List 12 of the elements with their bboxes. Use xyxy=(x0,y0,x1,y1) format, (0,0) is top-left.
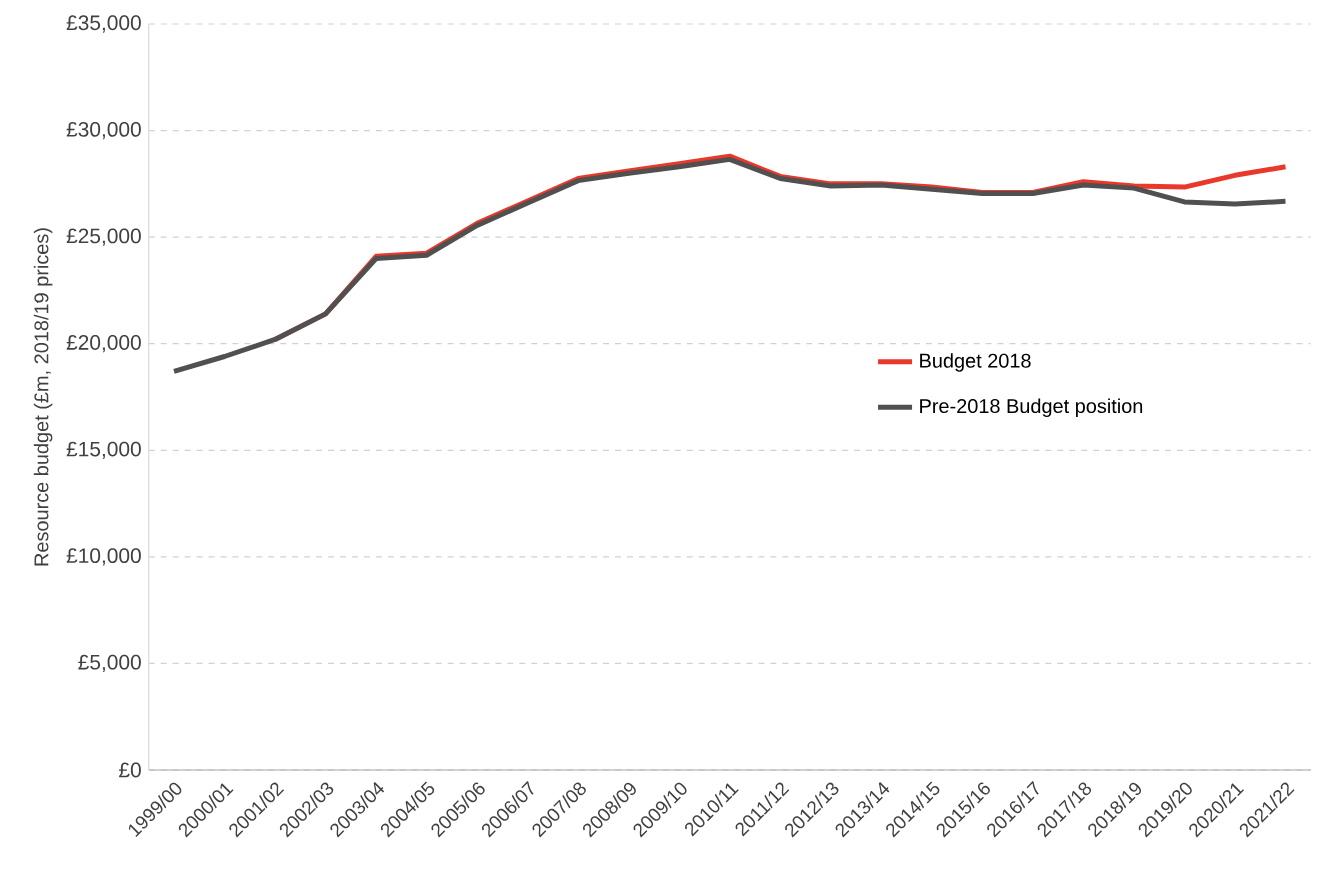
legend-label: Budget 2018 xyxy=(920,353,1031,372)
y-tick-label: £10,000 xyxy=(66,548,141,566)
y-axis-title: Resource budget (£m, 2018/19 prices) xyxy=(33,228,53,566)
line-series xyxy=(171,156,1288,374)
y-tick-label: £35,000 xyxy=(66,15,141,33)
y-tick-label: £25,000 xyxy=(66,228,141,246)
y-tick-label: £30,000 xyxy=(66,121,141,140)
y-tick-label: £20,000 xyxy=(66,335,141,353)
legend-label: Pre-2018 Budget position xyxy=(920,398,1143,418)
y-tick-label: £0 xyxy=(119,762,141,778)
y-tick-label: £15,000 xyxy=(66,441,141,459)
y-tick-label: £5,000 xyxy=(78,654,141,673)
